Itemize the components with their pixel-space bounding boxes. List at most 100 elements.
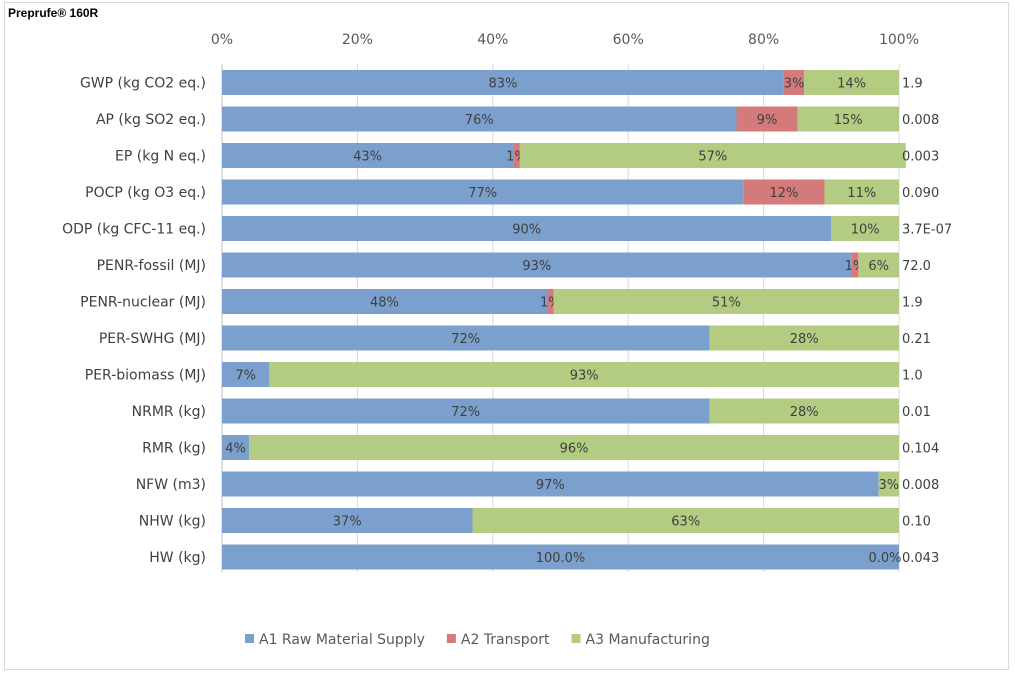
bar-segment: [222, 289, 547, 314]
bar-segment: [783, 70, 805, 95]
data-label: 77%: [468, 186, 497, 201]
data-label: 43%: [353, 150, 382, 165]
data-label: 51%: [712, 296, 741, 311]
data-label: 9%: [757, 113, 778, 128]
bar-segment: [222, 362, 270, 387]
category-label: EP (kg N eq.): [115, 149, 206, 165]
x-tick-label: 80%: [748, 32, 779, 48]
bar-segment: [222, 252, 852, 278]
legend-label: A1 Raw Material Supply: [259, 632, 425, 648]
bar-segment: [222, 508, 473, 533]
bar-segment: [553, 289, 899, 314]
row-total-label: 0.090: [902, 186, 939, 201]
bar-segment: [743, 179, 825, 205]
row-total-label: 0.008: [902, 113, 939, 128]
data-label: 3%: [879, 478, 900, 493]
data-label: 37%: [333, 515, 362, 530]
category-label: PENR-nuclear (MJ): [80, 295, 206, 311]
data-label: 28%: [790, 332, 819, 347]
bar-segment: [736, 106, 798, 132]
bar-segment: [222, 179, 744, 205]
data-label: 11%: [847, 186, 876, 201]
x-tick-label: 60%: [613, 32, 644, 48]
x-tick-label: 0%: [211, 32, 233, 48]
bar-segment: [269, 362, 899, 387]
x-tick-label: 40%: [477, 32, 508, 48]
data-label: 48%: [370, 296, 399, 311]
bar-segment: [709, 325, 899, 351]
bar-segment: [519, 143, 906, 168]
legend-swatch: [245, 634, 254, 643]
category-label: AP (kg SO2 eq.): [96, 112, 206, 128]
row-total-label: 0.21: [902, 332, 931, 347]
bar-segment: [222, 544, 899, 570]
data-label: 3%: [784, 77, 805, 92]
bar-segment: [222, 106, 737, 132]
chart-frame: [4, 2, 1009, 670]
bar-segment: [222, 325, 710, 351]
legend-label: A2 Transport: [461, 632, 550, 648]
bar-segment: [804, 70, 899, 95]
bar-segment: [851, 252, 859, 278]
data-label: 14%: [837, 77, 866, 92]
bar-segment: [472, 508, 899, 533]
row-total-label: 1.0: [902, 369, 923, 384]
chart-title: Preprufe® 160R: [8, 6, 99, 20]
row-total-label: 0.043: [902, 551, 939, 566]
data-label: 93%: [570, 369, 599, 384]
legend-swatch: [446, 634, 456, 643]
category-label: PENR-fossil (MJ): [97, 258, 206, 274]
category-label: NFW (m3): [136, 477, 206, 493]
data-label: 15%: [834, 113, 863, 128]
data-label: 4%: [225, 442, 246, 457]
bar-segment: [858, 252, 899, 278]
bar-segment: [222, 143, 514, 168]
data-label: 72%: [451, 332, 480, 347]
data-label: 97%: [536, 478, 565, 493]
data-label: 72%: [451, 405, 480, 420]
bar-segment: [222, 471, 879, 497]
data-label: 57%: [698, 150, 727, 165]
data-label: 83%: [489, 77, 518, 92]
data-label: 12%: [769, 186, 798, 201]
row-total-label: 0.008: [902, 478, 939, 493]
category-label: PER-biomass (MJ): [85, 368, 206, 384]
data-label: 28%: [790, 405, 819, 420]
row-total-label: 3.7E-07: [902, 223, 952, 238]
category-label: GWP (kg CO2 eq.): [80, 76, 206, 92]
category-label: NHW (kg): [139, 514, 206, 530]
row-total-label: 72.0: [902, 259, 931, 274]
bar-segment: [513, 143, 520, 168]
data-label: 90%: [512, 223, 541, 238]
x-tick-label: 20%: [342, 32, 373, 48]
data-label: 7%: [235, 369, 256, 384]
bar-segment: [546, 289, 554, 314]
bar-segment: [222, 216, 832, 241]
row-total-label: 0.003: [902, 150, 939, 165]
data-label: 6%: [868, 259, 889, 274]
row-total-label: 1.9: [902, 296, 923, 311]
data-label: 76%: [465, 113, 494, 128]
category-label: PER-SWHG (MJ): [99, 331, 206, 347]
bar-segment: [824, 179, 899, 205]
row-total-label: 0.10: [902, 515, 931, 530]
bar-segment: [222, 70, 784, 95]
bar-segment: [797, 106, 899, 132]
x-tick-label: 100%: [879, 32, 919, 48]
category-label: POCP (kg O3 eq.): [85, 185, 206, 201]
bar-segment: [878, 471, 899, 497]
category-label: NRMR (kg): [132, 404, 206, 420]
bar-segment: [222, 435, 250, 460]
category-label: ODP (kg CFC-11 eq.): [62, 222, 206, 238]
bar-segment: [222, 398, 710, 424]
row-total-label: 1.9: [902, 77, 923, 92]
legend-label: A3 Manufacturing: [586, 632, 710, 648]
data-label: 100.0%: [536, 551, 586, 566]
data-label: 10%: [851, 223, 880, 238]
category-label: HW (kg): [149, 550, 206, 566]
category-label: RMR (kg): [142, 441, 206, 457]
data-label: 96%: [560, 442, 589, 457]
bar-segment: [709, 398, 899, 424]
row-total-label: 0.104: [902, 442, 939, 457]
